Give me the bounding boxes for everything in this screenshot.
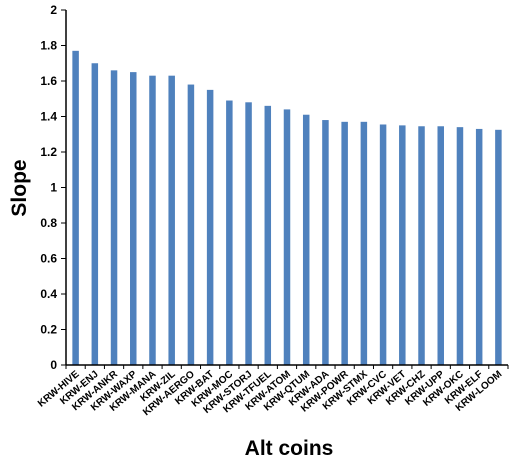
bar-krw-okc bbox=[456, 127, 464, 366]
y-tick-label: 0.6 bbox=[40, 252, 57, 266]
bar-krw-ankr bbox=[110, 70, 118, 365]
bar-krw-tfuel bbox=[264, 105, 272, 365]
bar-krw-storj bbox=[245, 102, 252, 366]
bar-krw-bat bbox=[206, 89, 214, 365]
y-tick-label: 1.6 bbox=[40, 74, 57, 88]
y-tick-label: 1.4 bbox=[40, 110, 57, 124]
bar-krw-upp bbox=[437, 126, 444, 365]
bar-krw-stmx bbox=[360, 121, 368, 365]
bar-krw-enj bbox=[91, 63, 99, 365]
bar-krw-mana bbox=[149, 75, 156, 366]
bar-krw-ada bbox=[322, 120, 329, 365]
x-axis-title: Alt coins bbox=[245, 437, 334, 460]
bar-krw-powr bbox=[341, 121, 348, 365]
bar-krw-cvc bbox=[379, 124, 387, 365]
bar-krw-loom bbox=[495, 129, 502, 365]
bar-krw-qtum bbox=[302, 114, 310, 365]
bar-krw-hive bbox=[72, 50, 79, 365]
bars-layer bbox=[72, 50, 502, 366]
bar-krw-vet bbox=[399, 125, 406, 365]
bar-krw-chz bbox=[418, 126, 425, 365]
bar-krw-waxp bbox=[130, 72, 137, 365]
y-tick-label: 1 bbox=[50, 181, 57, 195]
y-tick-label: 2 bbox=[50, 3, 57, 17]
bar-krw-moc bbox=[226, 100, 233, 366]
y-tick-label: 0.8 bbox=[40, 216, 57, 230]
bar-krw-zil bbox=[168, 75, 175, 366]
y-tick-label: 0.4 bbox=[40, 287, 57, 301]
bar-krw-aergo bbox=[187, 84, 195, 366]
y-tick-label: 1.2 bbox=[40, 145, 57, 159]
bar-krw-atom bbox=[283, 109, 291, 366]
y-ticks-layer: 0 0.2 0.4 0.6 0.8 1 1.2 1.4 1.6 1.8 2 bbox=[40, 3, 66, 372]
y-tick-label: 0.2 bbox=[40, 323, 57, 337]
x-ticks-layer: KRW-HIVEKRW-ENJKRW-ANKRKRW-WAXPKRW-MANAK… bbox=[36, 365, 509, 418]
y-tick-label: 0 bbox=[50, 358, 57, 372]
y-tick-label: 1.8 bbox=[40, 39, 57, 53]
y-axis-title: Slope bbox=[8, 159, 31, 216]
bar-krw-elf bbox=[475, 128, 483, 365]
